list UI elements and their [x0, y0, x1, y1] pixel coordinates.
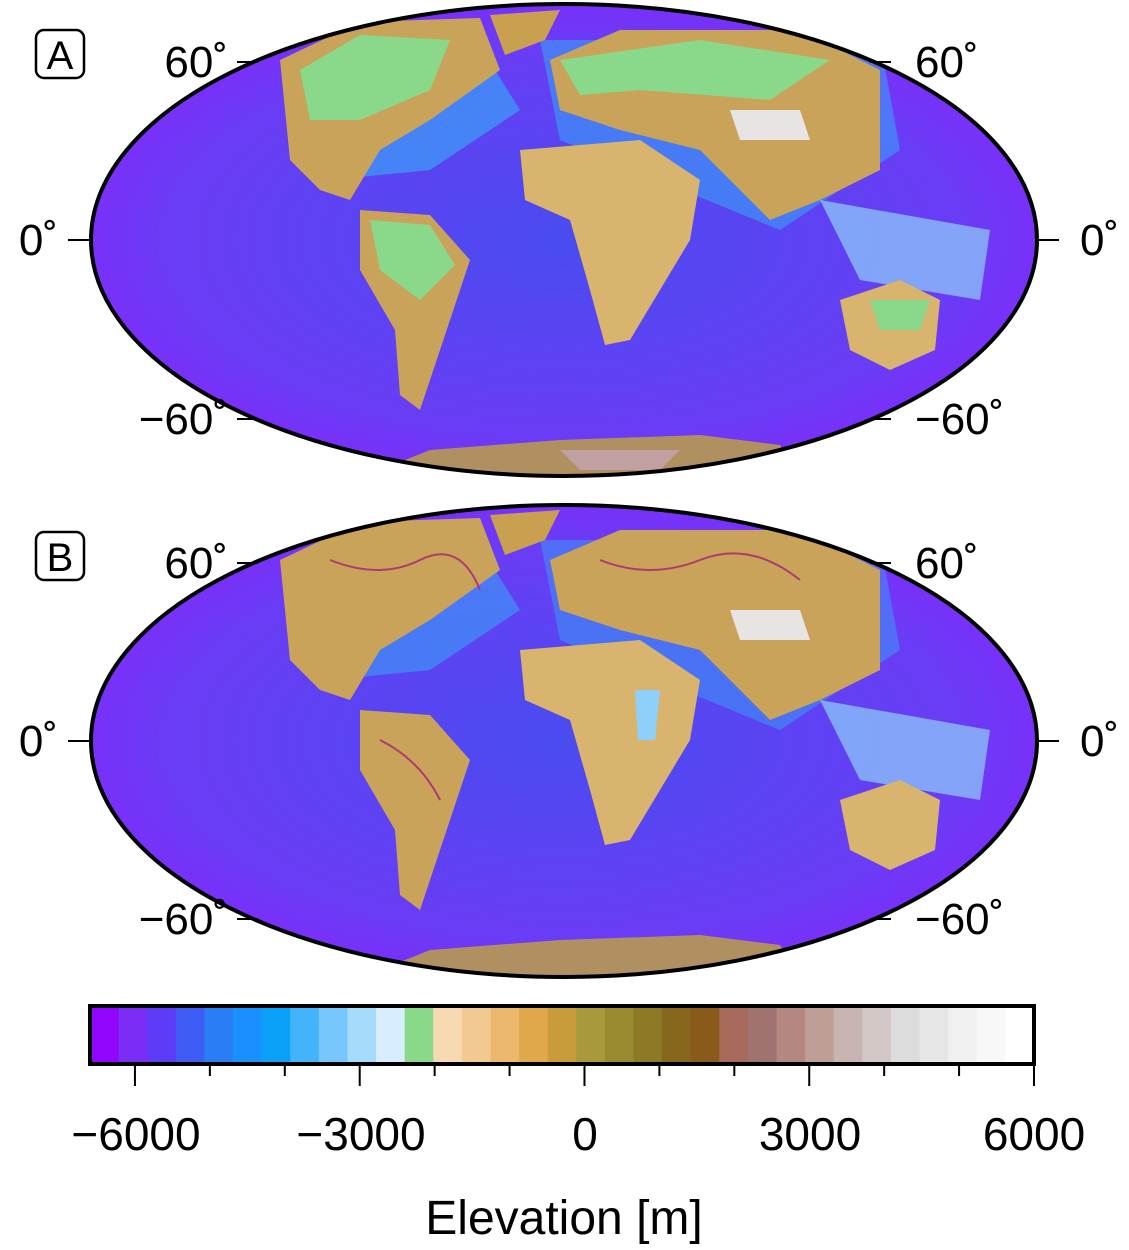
colorbar-tick-3000: 3000: [759, 1108, 861, 1160]
colorbar: −6000 −3000 0 3000 6000 Elevation [m]: [71, 1004, 1085, 1245]
colorbar-swatch: [318, 1006, 349, 1064]
colorbar-swatch: [490, 1006, 520, 1064]
panel-b-lat-60-left: 60˚: [164, 539, 228, 588]
panel-b-lat-0-right: 0˚: [1080, 717, 1119, 766]
colorbar-swatch: [519, 1006, 549, 1064]
panel-b-letter-box: [34, 530, 86, 582]
colorbar-swatch: [433, 1006, 463, 1064]
colorbar-swatch: [747, 1006, 778, 1064]
colorbar-tick-0: 0: [572, 1108, 598, 1160]
panel-a-lat-0-left: 0˚: [19, 216, 58, 265]
panel-a-lat-60-left: 60˚: [164, 38, 228, 87]
panel-b-letter: B: [47, 536, 74, 580]
colorbar-swatch: [948, 1006, 978, 1064]
colorbar-swatch: [404, 1006, 434, 1064]
colorbar-swatch: [776, 1006, 806, 1064]
colorbar-swatch: [862, 1006, 892, 1064]
panel-a-letter: A: [47, 34, 74, 78]
colorbar-swatch: [290, 1006, 320, 1064]
colorbar-swatches: [90, 1006, 1035, 1064]
colorbar-swatch: [347, 1006, 377, 1064]
map-a-landmasses: [280, 10, 990, 476]
colorbar-swatch: [118, 1006, 148, 1064]
panel-a-lat-m60-right: −60˚: [915, 395, 1004, 444]
colorbar-swatch: [604, 1006, 635, 1064]
colorbar-swatch: [833, 1006, 863, 1064]
colorbar-swatch: [204, 1006, 234, 1064]
colorbar-swatch: [147, 1006, 177, 1064]
panel-a-lat-m60-left: −60˚: [139, 395, 228, 444]
panel-b-lat-60-right: 60˚: [915, 539, 979, 588]
colorbar-tick-6000: 6000: [983, 1108, 1085, 1160]
colorbar-swatch: [1005, 1006, 1035, 1064]
map-panel-a: 60˚ 0˚ −60˚ 60˚ 0˚ −60˚ A: [19, 2, 1119, 478]
colorbar-swatch: [919, 1006, 949, 1064]
colorbar-swatch: [890, 1006, 921, 1064]
colorbar-swatch: [976, 1006, 1006, 1064]
colorbar-tick-m6000: −6000: [71, 1108, 200, 1160]
panel-b-lat-0-left: 0˚: [19, 717, 58, 766]
panel-a-lat-0-right: 0˚: [1080, 216, 1119, 265]
colorbar-swatch: [233, 1006, 263, 1064]
colorbar-swatch: [576, 1006, 606, 1064]
panel-a-letter-box: [34, 28, 86, 80]
colorbar-swatch: [662, 1006, 692, 1064]
colorbar-swatch: [805, 1006, 835, 1064]
panel-a-lat-60-right: 60˚: [915, 38, 979, 87]
colorbar-swatch: [633, 1006, 663, 1064]
panel-b-lat-m60-left: −60˚: [139, 895, 228, 944]
colorbar-frame: [88, 1004, 1036, 1066]
colorbar-ticks: [133, 1064, 1035, 1086]
colorbar-title: Elevation [m]: [425, 1192, 702, 1245]
colorbar-swatch: [175, 1006, 206, 1064]
panel-b-lat-m60-right: −60˚: [915, 895, 1004, 944]
map-b-landmasses: [280, 510, 990, 977]
colorbar-swatch: [461, 1006, 492, 1064]
map-panel-b: 60˚ 0˚ −60˚ 60˚ 0˚ −60˚ B: [19, 503, 1119, 979]
colorbar-swatch: [719, 1006, 749, 1064]
colorbar-swatch: [690, 1006, 720, 1064]
colorbar-swatch: [261, 1006, 291, 1064]
colorbar-swatch: [376, 1006, 406, 1064]
colorbar-swatch: [90, 1006, 120, 1064]
colorbar-swatch: [547, 1006, 577, 1064]
colorbar-tick-m3000: −3000: [296, 1108, 425, 1160]
